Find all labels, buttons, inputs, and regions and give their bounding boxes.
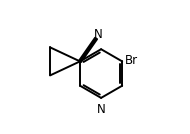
Text: N: N	[94, 28, 102, 41]
Text: Br: Br	[125, 54, 138, 67]
Text: N: N	[97, 103, 105, 116]
